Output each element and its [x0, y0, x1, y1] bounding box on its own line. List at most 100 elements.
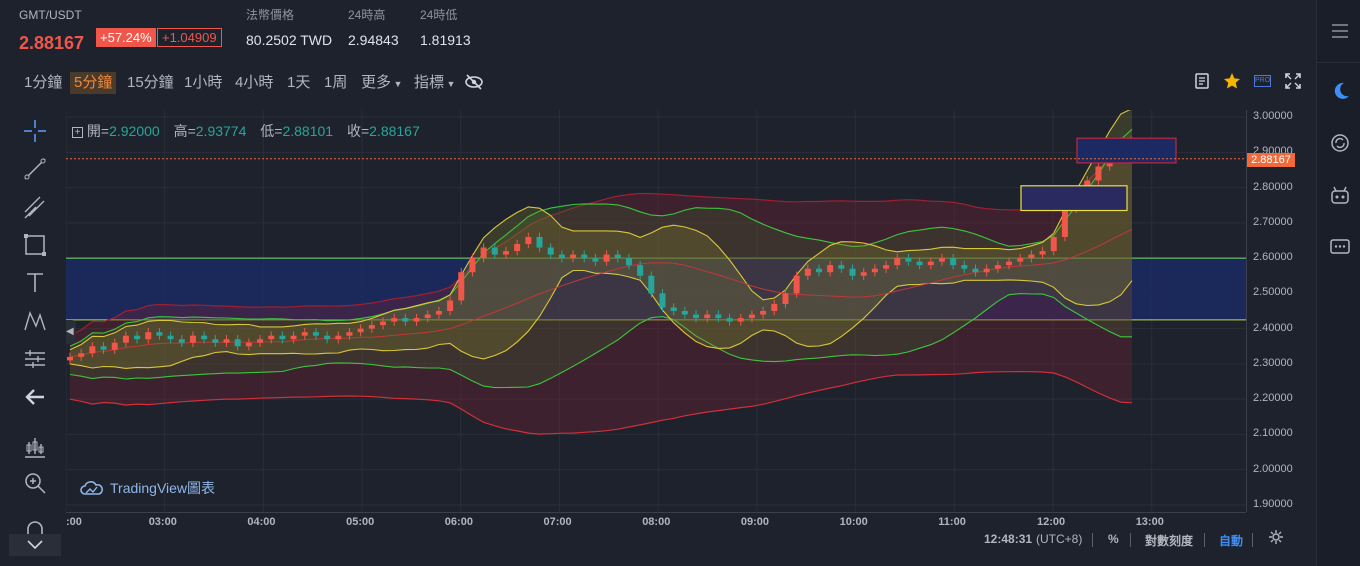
candle-body [614, 254, 621, 259]
candle-body [324, 335, 331, 340]
price-chart[interactable] [66, 110, 1246, 512]
candle-body [122, 335, 129, 343]
back-arrow-icon[interactable] [22, 384, 48, 410]
log-scale-toggle[interactable]: 對數刻度 [1145, 534, 1194, 548]
timeframe-1w[interactable]: 1周 [324, 74, 348, 91]
percent-toggle[interactable]: % [1108, 532, 1119, 546]
bot-icon[interactable] [1329, 184, 1351, 206]
candle-body [536, 236, 543, 248]
low-label: 低= [260, 123, 283, 139]
candle-body [424, 314, 431, 319]
timeframe-1h[interactable]: 1小時 [184, 74, 223, 91]
candle-body [458, 272, 465, 301]
timeframe-1m[interactable]: 1分鐘 [24, 74, 63, 91]
outer-band-lower-line [69, 370, 1133, 435]
inner-band-fill [70, 110, 1132, 369]
fiat-price-value: 80.2502 TWD [246, 32, 333, 48]
star-icon[interactable] [1222, 71, 1242, 91]
right-sidebar [1316, 0, 1360, 566]
chevron-down-icon: ▼ [444, 79, 456, 89]
candle-body [1050, 236, 1057, 252]
refresh-icon[interactable] [1329, 132, 1351, 154]
outer-band-upper-line [69, 135, 1133, 337]
crosshair-icon[interactable] [22, 118, 48, 144]
candle-body [89, 346, 96, 354]
candle-body [815, 268, 822, 273]
price-tick-label: 2.40000 [1253, 321, 1293, 334]
candle-body [860, 272, 867, 276]
text-tool-icon[interactable] [22, 270, 48, 296]
zoom-in-icon[interactable] [22, 470, 48, 496]
candle-body [950, 258, 957, 266]
timezone[interactable]: (UTC+8) [1036, 532, 1083, 546]
price-tick-label: 2.50000 [1253, 286, 1293, 299]
more-dropdown[interactable]: 更多 ▼ [357, 72, 406, 94]
candle-body [581, 254, 588, 259]
candle-body [972, 268, 979, 273]
candle-body [1028, 254, 1035, 259]
magnet-icon[interactable] [22, 518, 48, 544]
candle-body [827, 265, 834, 273]
candle-body [234, 339, 241, 347]
candle-body [782, 293, 789, 304]
divider [1252, 533, 1253, 547]
price-tick-label: 2.30000 [1253, 356, 1293, 369]
pattern-tool-icon[interactable] [22, 308, 48, 334]
candle-body [145, 332, 152, 340]
timeframe-1d[interactable]: 1天 [287, 74, 311, 91]
candle-body [290, 335, 297, 340]
hide-eye-icon[interactable] [464, 73, 484, 91]
notes-icon[interactable] [1192, 71, 1212, 91]
candle-body [659, 293, 666, 308]
indicators-dropdown[interactable]: 指標 ▼ [410, 72, 459, 94]
fullscreen-icon[interactable] [1283, 71, 1303, 91]
timeframe-5m[interactable]: 5分鐘 [70, 72, 117, 94]
candle-body [625, 258, 632, 266]
chat-icon[interactable] [1329, 236, 1351, 258]
candle-body [1039, 251, 1046, 255]
candle-body [994, 265, 1001, 269]
menu-icon[interactable] [1329, 20, 1351, 42]
timeframe-15m[interactable]: 15分鐘 [127, 74, 174, 91]
parallel-channel-icon[interactable] [22, 194, 48, 220]
candle-body [693, 314, 700, 319]
trend-line-icon[interactable] [22, 156, 48, 182]
time-tick-label: 08:00 [642, 516, 671, 528]
collapse-toolbar-button[interactable] [9, 534, 61, 556]
price-axis[interactable]: 3.00000 2.90000 2.80000 2.70000 2.60000 2.500… [1246, 110, 1316, 512]
price-tick-label: 2.60000 [1253, 251, 1293, 264]
candle-body [514, 244, 521, 252]
auto-scale-toggle[interactable]: 自動 [1219, 534, 1244, 548]
candle-body [78, 353, 85, 357]
legend-toggle-icon[interactable]: + [72, 127, 83, 138]
pro-badge[interactable]: PRO [1254, 75, 1271, 87]
candle-body [927, 261, 934, 266]
candle-body [279, 335, 286, 340]
candle-body [223, 339, 230, 343]
candle-body [391, 318, 398, 322]
candles-tool-icon[interactable] [22, 434, 48, 460]
timeframe-4h[interactable]: 4小時 [235, 74, 274, 91]
time-tick-label: 11:00 [938, 516, 966, 528]
rectangle-tool-icon[interactable] [22, 232, 48, 258]
candle-body [189, 335, 196, 343]
settings-gear-icon[interactable] [1269, 530, 1283, 544]
high-label: 高= [173, 123, 196, 139]
scroll-left-handle[interactable]: ◀ [66, 320, 76, 344]
candle-body [737, 318, 744, 322]
last-price: 2.88167 [19, 33, 85, 53]
time-tick-label: 09:00 [740, 516, 770, 528]
candle-body [156, 332, 163, 336]
time-tick-label: 12:00 [1037, 516, 1066, 528]
candle-body [1017, 258, 1024, 262]
time-axis[interactable]: :00 03:00 04:00 05:00 06:00 07:00 08:00 09:00 10… [66, 512, 1246, 532]
candle-body [413, 318, 420, 322]
candle-body [435, 311, 442, 315]
open-label: 開= [86, 123, 110, 139]
fiat-price-label: 法幣價格 [246, 8, 295, 22]
candle-body [335, 335, 342, 340]
moon-theme-icon[interactable] [1329, 80, 1351, 102]
range-zone-box [66, 258, 1246, 320]
measure-tool-icon[interactable] [22, 346, 48, 372]
candle-body [167, 335, 174, 340]
